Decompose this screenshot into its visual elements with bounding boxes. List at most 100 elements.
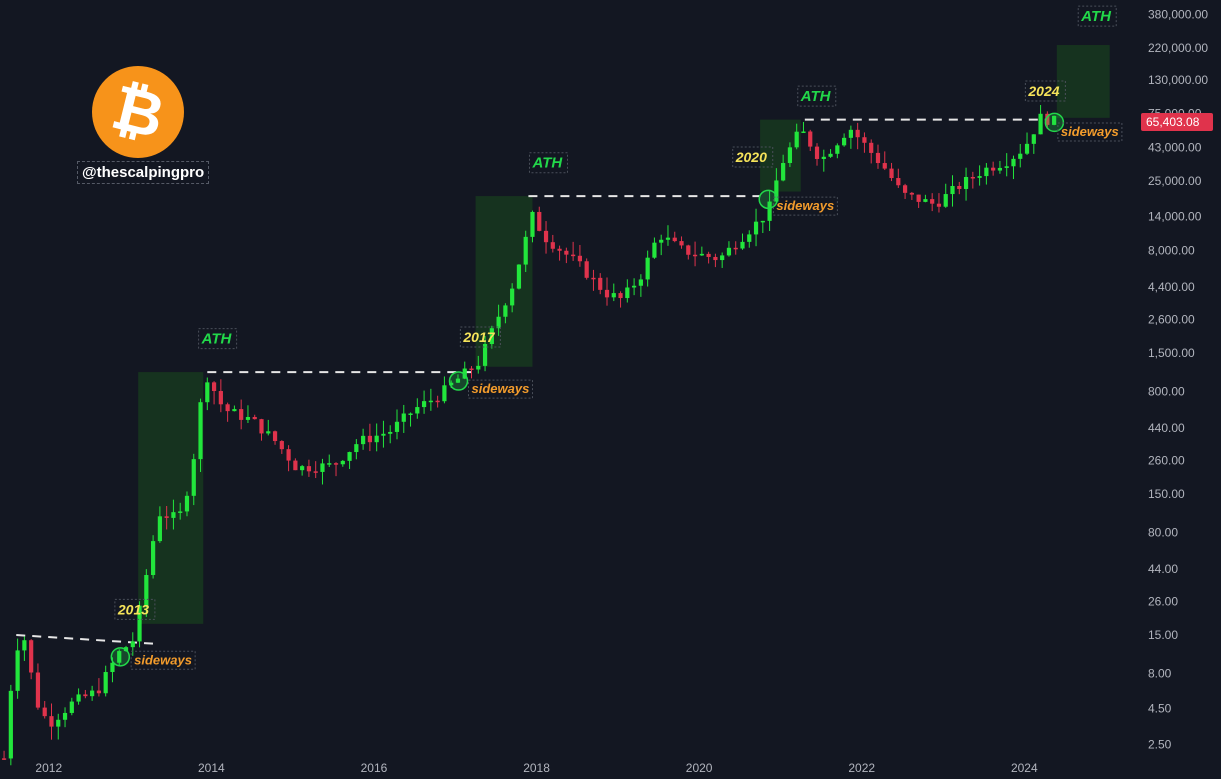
candle [489, 325, 494, 349]
candle [733, 241, 738, 255]
y-tick-label: 260.00 [1148, 453, 1185, 467]
sideways-circle-3 [1044, 112, 1065, 133]
candle [591, 269, 596, 291]
candle [977, 165, 982, 186]
candle-body [313, 471, 318, 473]
candle-body [69, 701, 74, 713]
y-tick-label: 440.00 [1148, 421, 1185, 435]
candle [516, 264, 522, 290]
candle [598, 273, 603, 295]
candle-body [902, 185, 908, 193]
candle-body [855, 129, 860, 138]
candle [781, 154, 786, 182]
candle [882, 151, 887, 171]
x-tick-label: 2024 [1011, 761, 1038, 775]
time-axis[interactable]: 2012 2014 2016 2018 2020 2022 2024 [35, 761, 1038, 775]
candle-body [706, 253, 711, 257]
ath-box-0 [198, 328, 238, 350]
candle [56, 713, 61, 740]
candle-body [164, 516, 169, 518]
candle [821, 149, 826, 172]
candle-body [1031, 134, 1036, 144]
candles [1, 104, 1057, 766]
candle-body [469, 368, 474, 371]
candle [686, 244, 691, 260]
y-tick-label: 220,000.00 [1148, 41, 1208, 55]
candle [564, 247, 569, 264]
candle [679, 236, 684, 249]
candle-body [293, 460, 298, 471]
candle-body [950, 185, 955, 195]
candle-body [232, 409, 237, 412]
candle-body [205, 382, 210, 403]
candle [1038, 104, 1043, 135]
candle [428, 388, 433, 411]
candle-body [171, 512, 176, 518]
candle [902, 183, 908, 199]
candle [889, 162, 894, 182]
y-tick-label: 15.00 [1148, 628, 1178, 642]
sideways-circle-2 [758, 189, 778, 210]
candle-body [686, 245, 691, 255]
candle [848, 125, 853, 149]
candle [896, 168, 901, 188]
candle [211, 381, 217, 405]
candle [354, 439, 359, 460]
candle [875, 144, 881, 169]
candle-body [333, 463, 339, 465]
candle-body [936, 203, 942, 207]
candle [117, 649, 122, 666]
candle-body [381, 433, 386, 436]
candle [103, 665, 108, 697]
candle [760, 220, 765, 233]
candle-body [103, 672, 108, 694]
candle-body [889, 168, 894, 179]
candle-body [692, 254, 698, 257]
candle [232, 405, 237, 412]
y-tick-label: 2.50 [1148, 738, 1172, 752]
candle-body [1052, 115, 1057, 125]
price-axis[interactable]: 380,000.00220,000.00130,000.0075,000.004… [1148, 7, 1208, 751]
candle-body [726, 247, 732, 256]
candle-body [740, 241, 745, 249]
x-tick-label: 2018 [523, 761, 550, 775]
candle-body [760, 220, 765, 223]
candle [638, 274, 643, 297]
candle [8, 684, 13, 766]
ath-box-1 [528, 152, 568, 174]
candle [313, 461, 318, 479]
candle-body [625, 287, 630, 299]
candle [137, 601, 142, 648]
candle-body [537, 211, 542, 231]
year-box-0 [114, 598, 156, 620]
ath-label-1: ATH [531, 155, 563, 172]
ath-zone-3 [1056, 45, 1110, 118]
candle-body [449, 382, 454, 386]
candle [144, 569, 149, 617]
candle [747, 230, 752, 248]
candle [435, 395, 440, 408]
candle-body [35, 672, 41, 708]
x-tick-label: 2016 [361, 761, 388, 775]
candle [550, 234, 555, 253]
sideways-label-2: sideways [776, 198, 834, 213]
candle-body [991, 167, 996, 171]
candle [381, 420, 386, 448]
candle [69, 697, 74, 716]
candle [90, 685, 95, 701]
ath-zone-0 [138, 372, 204, 624]
y-tick-label: 2,600.00 [1148, 312, 1195, 326]
candle-body [476, 365, 481, 370]
candle [15, 638, 20, 699]
candle-body [984, 167, 989, 177]
y-tick-label: 130,000.00 [1148, 73, 1208, 87]
candle-body [130, 641, 135, 648]
candle [923, 194, 928, 203]
ath-label-2: ATH [800, 88, 832, 105]
candle [252, 414, 257, 420]
year-box-1 [459, 326, 501, 348]
candle [198, 398, 203, 472]
candle [374, 423, 379, 452]
candle [523, 230, 528, 273]
